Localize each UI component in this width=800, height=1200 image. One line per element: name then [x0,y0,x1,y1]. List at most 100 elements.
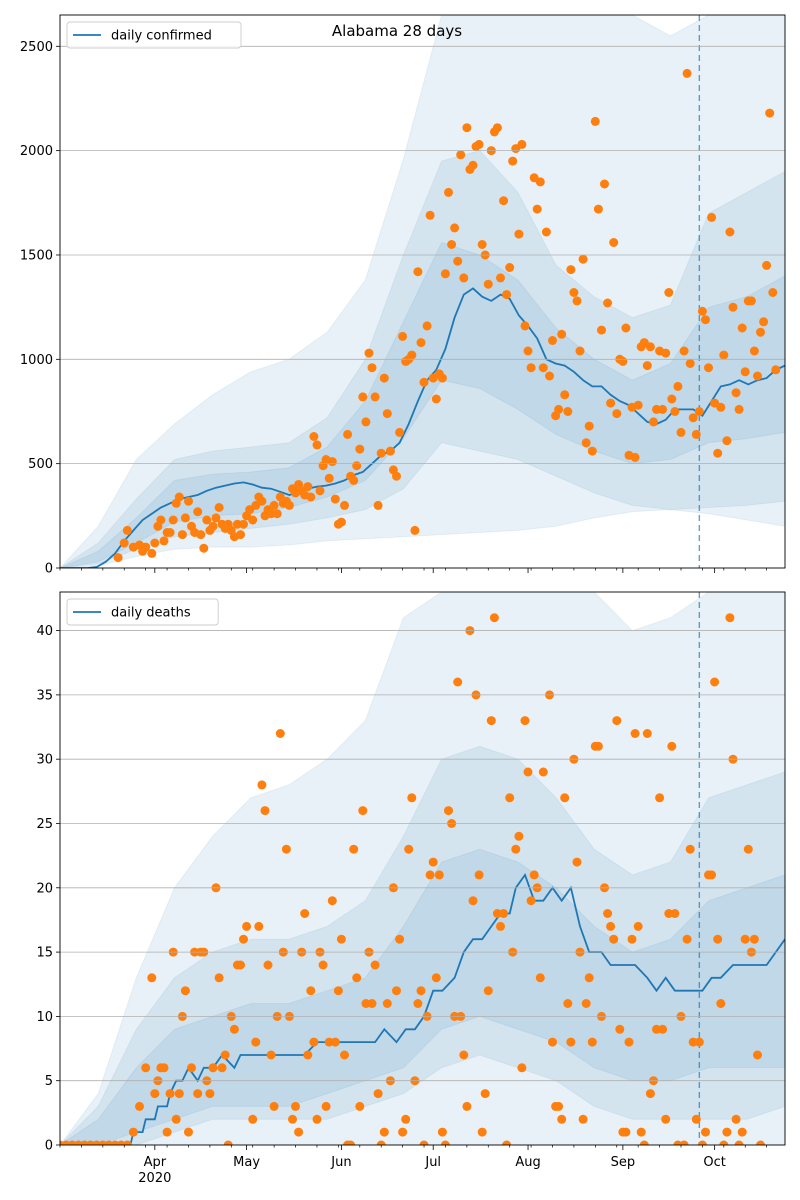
confirmed-data-point [566,265,576,275]
confirmed-data-point [336,517,346,527]
deaths-data-point [499,909,509,918]
confirmed-data-point [431,394,441,404]
deaths-data-point [318,960,328,970]
deaths-ytick-label: 25 [36,817,53,832]
deaths-data-point [444,806,453,816]
deaths-data-point [291,1101,300,1111]
confirmed-data-point [376,448,386,458]
confirmed-band-0 [60,15,785,568]
confirmed-legend-box [66,21,242,49]
deaths-data-point [401,1114,411,1124]
confirmed-data-point [618,356,628,366]
deaths-data-point [661,1114,671,1124]
deaths-data-point [737,1127,747,1137]
confirmed-data-point [575,346,585,356]
deaths-data-point [621,1127,631,1137]
confirmed-data-point [248,515,258,525]
confirmed-data-point [737,323,747,333]
deaths-data-point [266,1050,276,1060]
confirmed-data-point [236,530,245,540]
deaths-data-point [208,1063,218,1073]
confirmed-data-point [716,402,726,412]
deaths-data-point [691,1114,701,1124]
deaths-data-point [740,934,750,944]
deaths-data-point [300,909,310,918]
confirmed-data-point [545,371,554,381]
confirmed-data-point [459,273,469,283]
confirmed-data-point [309,432,319,441]
deaths-ytick-label: 40 [36,624,53,639]
deaths-data-point [734,1140,744,1145]
confirmed-data-point [214,503,224,512]
confirmed-data-point [379,373,389,383]
deaths-data-point [440,1140,450,1145]
deaths-data-point [722,1127,732,1137]
deaths-data-point [523,767,533,777]
confirmed-data-point [771,365,781,375]
confirmed-data-point [517,139,527,149]
confirmed-data-point [630,452,640,462]
deaths-data-point [260,806,270,816]
confirmed-data-point [554,404,564,414]
confirmed-data-point [453,256,463,266]
confirmed-data-point [355,444,365,454]
confirmed-data-point [759,317,769,327]
confirmed-ytick-label: 1000 [20,353,53,368]
deaths-data-point [477,1127,487,1137]
deaths-data-point [514,831,524,841]
deaths-data-point [398,1127,408,1137]
confirmed-data-point [324,473,334,483]
confirmed-data-point [722,436,732,446]
confirmed-data-point [444,187,453,197]
confirmed-data-point [762,260,772,270]
confirmed-data-point [392,471,401,481]
deaths-data-point [303,1050,313,1060]
deaths-band-1 [60,745,785,1145]
confirmed-data-point [180,513,190,523]
confirmed-data-point [740,367,750,377]
confirmed-data-point [193,507,203,517]
confirmed-data-point [691,429,701,439]
confirmed-data-point [257,496,267,506]
deaths-data-point [349,844,359,854]
deaths-data-point [707,870,717,880]
deaths-data-point [572,857,582,867]
deaths-data-point [392,986,401,996]
confirmed-data-point [645,342,655,352]
deaths-data-point [419,1140,429,1145]
confirmed-data-point [697,306,707,316]
confirmed-data-point [612,409,622,419]
confirmed-data-point [679,346,689,356]
confirmed-data-point [385,446,395,456]
confirmed-data-point [450,223,460,233]
confirmed-data-point [649,417,658,427]
deaths-data-point [535,973,545,983]
confirmed-data-point [416,338,426,348]
confirmed-data-point [694,407,704,416]
confirmed-data-point [456,150,466,160]
deaths-data-point [581,999,591,1008]
confirmed-ytick-label: 2500 [20,40,53,55]
confirmed-data-point [315,486,325,496]
confirmed-data-point [685,359,695,368]
deaths-data-point [321,1101,331,1111]
confirmed-data-point [523,346,533,356]
confirmed-data-point [642,361,652,371]
deaths-data-point [615,1024,625,1034]
deaths-data-point [220,1050,230,1060]
deaths-data-point [743,844,753,854]
confirmed-data-point [587,446,597,456]
deaths-data-point [713,934,723,944]
confirmed-data-point [184,496,193,506]
deaths-data-point [725,613,735,623]
confirmed-data-point [768,288,778,297]
deaths-data-point [135,1101,144,1111]
deaths-data-point [355,1101,365,1111]
confirmed-data-point [407,350,417,360]
confirmed-data-point [413,267,423,277]
deaths-data-point [483,986,493,996]
deaths-data-point [719,1140,729,1145]
confirmed-data-point [514,229,524,239]
confirmed-data-point [306,492,316,502]
confirmed-data-point [202,515,212,525]
